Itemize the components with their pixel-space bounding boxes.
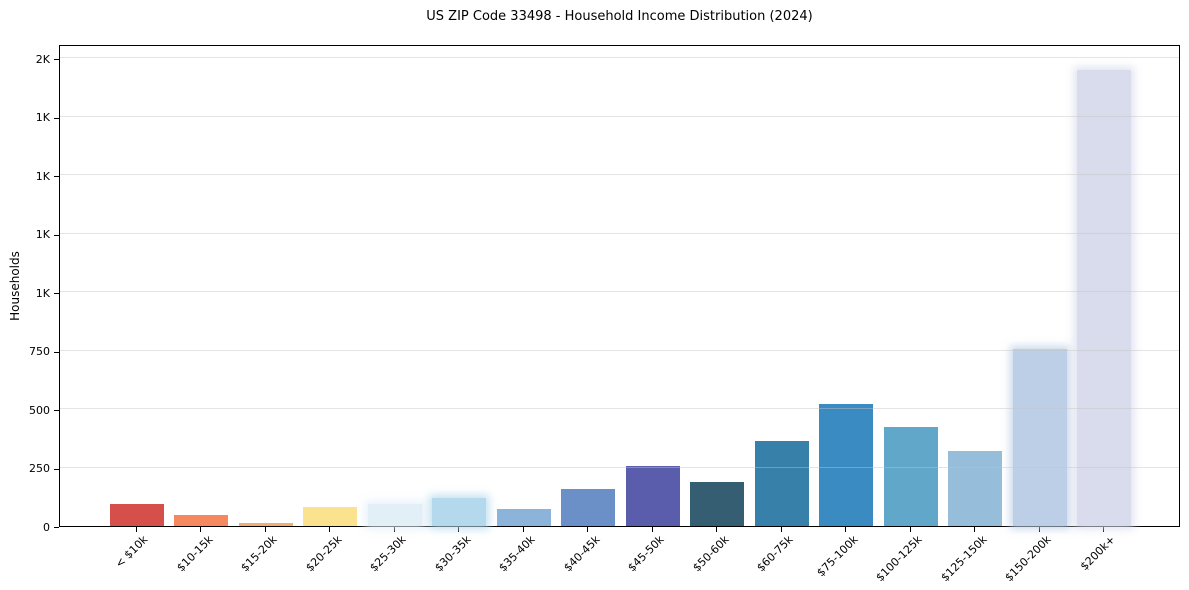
x-tick-mark (974, 527, 975, 532)
gridline (60, 57, 1179, 58)
gridline (60, 408, 1179, 409)
y-tick-mark (54, 176, 59, 177)
bar (496, 508, 551, 526)
y-tick-mark (54, 117, 59, 119)
y-tick-label: 0 (43, 520, 50, 534)
x-tick-mark (135, 527, 137, 532)
x-tick-mark (909, 527, 911, 532)
x-tick-mark (393, 527, 395, 532)
bar (303, 506, 357, 526)
bar (754, 441, 809, 526)
x-tick-label: < $10k (113, 533, 151, 571)
x-tick-mark (845, 527, 846, 532)
x-tick-mark (1038, 527, 1040, 532)
gridline (60, 466, 1179, 468)
gridline (60, 115, 1179, 117)
x-tick-mark (458, 527, 459, 532)
x-tick-label: $100-125k (873, 533, 925, 585)
bar (367, 503, 422, 526)
x-tick-label: $25-30k (367, 533, 409, 575)
y-tick-mark (54, 59, 59, 60)
bar (819, 404, 873, 526)
x-tick-mark (329, 527, 330, 532)
bar (109, 503, 164, 526)
x-tick-mark (1103, 527, 1104, 532)
y-tick-label: 1K (35, 169, 50, 183)
y-tick-label: 500 (29, 403, 50, 417)
x-tick-label: $150-200k (1002, 533, 1054, 585)
x-tick-label: $125-150k (938, 533, 990, 585)
bar (1077, 69, 1131, 526)
bar (432, 498, 486, 526)
x-tick-mark (264, 527, 266, 532)
x-tick-label: $40-45k (560, 533, 603, 575)
x-tick-mark (780, 527, 782, 532)
x-tick-mark (200, 527, 201, 532)
x-tick-mark (651, 527, 653, 532)
bar (948, 451, 1002, 526)
bar (238, 523, 293, 526)
gridline (60, 291, 1179, 292)
y-tick-label: 2K (35, 52, 50, 66)
gridline (60, 174, 1179, 175)
x-tick-label: $10-15k (173, 533, 216, 575)
gridline (60, 349, 1179, 351)
x-tick-label: $60-75k (754, 533, 796, 575)
bar (561, 488, 615, 526)
x-tick-label: $75-100k (813, 533, 861, 580)
bar (1012, 349, 1067, 526)
y-tick-label: 250 (29, 462, 50, 475)
x-tick-label: $200k+ (1078, 533, 1119, 574)
x-tick-label: $15-20k (238, 533, 280, 575)
bar (690, 481, 744, 526)
x-tick-label: $30-35k (431, 533, 474, 575)
gridline (60, 232, 1179, 234)
y-tick-mark (54, 351, 59, 353)
y-tick-mark (54, 293, 59, 294)
chart-title: US ZIP Code 33498 - Household Income Dis… (426, 9, 813, 24)
plot-area (59, 45, 1180, 527)
x-tick-label: $45-50k (625, 533, 667, 575)
x-tick-mark (522, 527, 524, 532)
y-tick-label: 1K (35, 111, 50, 124)
y-tick-label: 750 (29, 345, 50, 358)
y-tick-mark (54, 468, 59, 470)
y-tick-mark (54, 234, 59, 236)
x-tick-mark (716, 527, 717, 532)
x-tick-label: $35-40k (496, 533, 538, 575)
bar (174, 514, 228, 526)
x-tick-mark (587, 527, 588, 532)
y-tick-label: 1K (35, 228, 50, 241)
bar (625, 466, 680, 526)
y-tick-mark (54, 410, 59, 411)
y-tick-label: 1K (35, 286, 50, 300)
y-tick-mark (54, 527, 59, 528)
x-tick-label: $20-25k (302, 533, 345, 575)
bar (883, 426, 938, 526)
x-tick-label: $50-60k (689, 533, 732, 575)
